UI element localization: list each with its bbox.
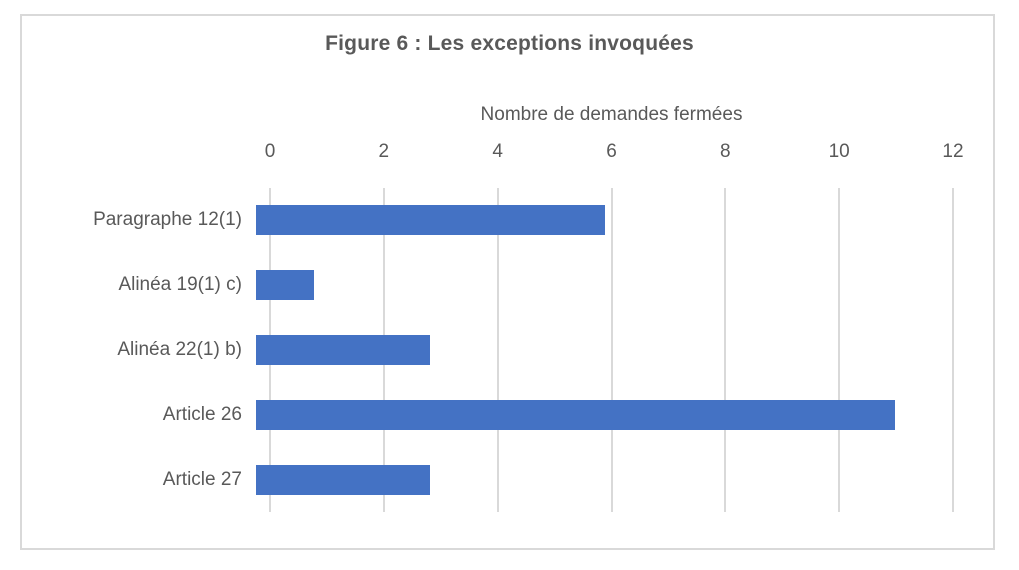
bar <box>256 205 605 236</box>
x-axis-title: Nombre de demandes fermées <box>480 104 743 125</box>
x-axis-tick-labels: 0 2 4 6 8 10 12 <box>265 141 964 167</box>
chart-row: Article 26 <box>22 382 953 447</box>
x-tick-label: 8 <box>720 141 731 162</box>
x-tick-label: 12 <box>942 141 964 162</box>
bar-track <box>256 318 953 383</box>
chart-row: Article 27 <box>22 447 953 512</box>
bar <box>256 399 895 430</box>
gridline <box>496 188 499 512</box>
gridline <box>952 188 954 512</box>
x-tick-label: 0 <box>264 141 276 162</box>
bar <box>256 334 431 365</box>
category-label: Paragraphe 12(1) <box>93 209 242 231</box>
chart-row: Alinéa 19(1) c) <box>22 253 953 318</box>
x-tick-label: 6 <box>606 141 617 162</box>
category-label: Article 26 <box>162 403 242 425</box>
gridline <box>724 188 727 512</box>
category-label: Article 27 <box>162 468 242 490</box>
bar-track <box>256 188 953 253</box>
chart-title: Figure 6 : Les exceptions invoquées <box>325 32 694 55</box>
chart-rows: Paragraphe 12(1) Alinéa 19(1) c) Alinéa 22… <box>22 188 953 512</box>
bar-track <box>256 382 953 447</box>
chart-row: Alinéa 22(1) b) <box>22 318 953 383</box>
bar-track <box>256 253 953 318</box>
category-label: Alinéa 22(1) b) <box>117 338 242 360</box>
category-label: Alinéa 19(1) c) <box>118 274 242 296</box>
bar <box>256 270 315 301</box>
x-tick-label: 4 <box>492 141 503 162</box>
x-tick-label: 2 <box>378 141 390 162</box>
bar-track <box>256 447 953 512</box>
gridline <box>610 188 613 512</box>
x-tick-label: 10 <box>828 141 850 162</box>
bar <box>256 464 431 495</box>
gridline <box>838 188 841 512</box>
chart-row: Paragraphe 12(1) <box>22 188 953 253</box>
